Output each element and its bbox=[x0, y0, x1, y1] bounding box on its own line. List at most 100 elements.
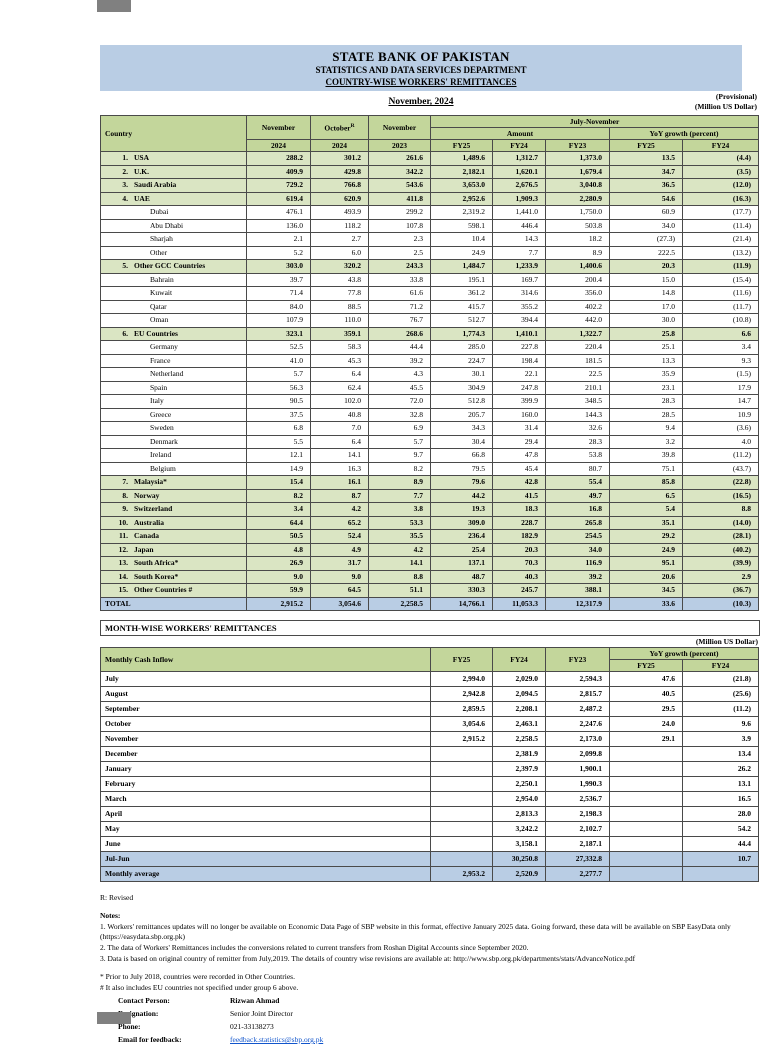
value-cell: 493.9 bbox=[310, 205, 369, 220]
month-value-cell bbox=[609, 821, 683, 837]
value-cell: 200.4 bbox=[545, 272, 610, 287]
country-name-cell: Greece bbox=[100, 407, 247, 422]
value-cell: 6.5 bbox=[609, 488, 683, 503]
month-value-cell: 3.9 bbox=[682, 731, 759, 747]
value-cell: (1.5) bbox=[682, 367, 759, 382]
page-title: STATE BANK OF PAKISTAN bbox=[332, 49, 510, 64]
value-cell: 35.9 bbox=[609, 367, 683, 382]
row-number: 12. bbox=[118, 544, 128, 554]
value-cell: 1,441.0 bbox=[492, 205, 546, 220]
country-label: U.K. bbox=[134, 166, 149, 176]
country-name-cell: 7. Malaysia* bbox=[100, 475, 247, 490]
country-name-cell: 10. Australia bbox=[100, 515, 247, 530]
value-cell: 409.9 bbox=[246, 164, 311, 179]
value-cell: (15.4) bbox=[682, 272, 759, 287]
sub-region-row: Qatar 84.0 88.5 71.2 415.7 355.2 402.2 17.0 (11.… bbox=[100, 299, 759, 314]
row-number: 1. bbox=[122, 153, 128, 162]
value-cell: 25.4 bbox=[430, 542, 493, 557]
value-cell: 41.0 bbox=[246, 353, 311, 368]
month-value-cell: 2,487.2 bbox=[545, 701, 610, 717]
value-cell: 198.4 bbox=[492, 353, 546, 368]
value-cell: 6.9 bbox=[368, 421, 431, 436]
sub-region-row: Greece 37.5 40.8 32.8 205.7 160.0 144.3 28.5 10.… bbox=[100, 407, 759, 422]
month-value-cell: 28.0 bbox=[682, 806, 759, 822]
document-page: STATE BANK OF PAKISTAN STATISTICS AND DA… bbox=[100, 45, 760, 1045]
value-cell: 50.5 bbox=[246, 529, 311, 544]
month-value-cell: 2,102.7 bbox=[545, 821, 610, 837]
value-cell: 299.2 bbox=[368, 205, 431, 220]
value-cell: 45.5 bbox=[368, 380, 431, 395]
value-cell: 236.4 bbox=[430, 529, 493, 544]
value-cell: 348.5 bbox=[545, 394, 610, 409]
month-value-cell: 2,536.7 bbox=[545, 791, 610, 807]
value-cell: 169.7 bbox=[492, 272, 546, 287]
value-cell: 4.9 bbox=[310, 542, 369, 557]
country-name-cell: Sharjah bbox=[100, 232, 247, 247]
value-cell: 9.0 bbox=[310, 569, 369, 584]
email-label: Email for feedback: bbox=[118, 1035, 182, 1044]
value-cell: 5.4 bbox=[609, 502, 683, 517]
value-cell: 1,484.7 bbox=[430, 259, 493, 274]
value-cell: 18.3 bbox=[492, 502, 546, 517]
value-cell: (16.3) bbox=[682, 191, 759, 206]
value-cell: 4.8 bbox=[246, 542, 311, 557]
value-cell: 160.0 bbox=[492, 407, 546, 422]
value-cell: 45.3 bbox=[310, 353, 369, 368]
sub-region-row: Other 5.2 6.0 2.5 24.9 7.7 8.9 222.5 (13.2) bbox=[100, 245, 759, 260]
month-value-cell: 1,990.3 bbox=[545, 776, 610, 792]
country-name-cell: Italy bbox=[100, 394, 247, 409]
value-cell: 766.8 bbox=[310, 178, 369, 193]
country-row: 7. Malaysia* 15.4 16.1 8.9 79.6 42.8 55.4 85.8 (2… bbox=[100, 475, 759, 490]
value-cell: 619.4 bbox=[246, 191, 311, 206]
value-cell: 3,040.8 bbox=[545, 178, 610, 193]
value-cell: 28.3 bbox=[545, 434, 610, 449]
value-cell: 32.6 bbox=[545, 421, 610, 436]
value-cell: 5.5 bbox=[246, 434, 311, 449]
value-cell: 1,312.7 bbox=[492, 151, 546, 166]
month-value-cell: 2,994.0 bbox=[430, 671, 493, 687]
designation-label: Designation: bbox=[118, 1009, 159, 1018]
month-value-cell: 13.1 bbox=[682, 776, 759, 792]
sub-region-row: Germany 52.5 58.3 44.4 285.0 227.8 220.4 25.1 3.… bbox=[100, 340, 759, 355]
value-cell: 32.8 bbox=[368, 407, 431, 422]
value-cell: 137.1 bbox=[430, 556, 493, 571]
value-cell: 7.7 bbox=[492, 245, 546, 260]
provisional-label: (Provisional) bbox=[715, 92, 757, 101]
country-column-header: Country bbox=[100, 115, 247, 152]
value-cell: 402.2 bbox=[545, 299, 610, 314]
country-label: Switzerland bbox=[134, 504, 173, 513]
value-cell: 181.5 bbox=[545, 353, 610, 368]
sub-region-row: Ireland 12.1 14.1 9.7 66.8 47.8 53.8 39.8 (11.2) bbox=[100, 448, 759, 463]
month-value-cell: (21.8) bbox=[682, 671, 759, 687]
country-label: South Korea* bbox=[134, 571, 179, 581]
feedback-email-link[interactable]: feedback.statistics@sbp.org.pk bbox=[230, 1035, 324, 1044]
country-row: 1. USA 288.2 301.2 261.6 1,489.6 1,312.7 1,373.… bbox=[100, 151, 759, 166]
total-label: TOTAL bbox=[100, 596, 247, 611]
value-cell: 8.2 bbox=[246, 488, 311, 503]
sub-region-row: Abu Dhabi 136.0 118.2 107.8 598.1 446.4 503.8 3… bbox=[100, 218, 759, 233]
value-cell: 1,322.7 bbox=[545, 326, 610, 341]
fy23-column-header: FY23 bbox=[545, 647, 610, 672]
value-cell: 5.7 bbox=[246, 367, 311, 382]
month-value-cell: 2,094.5 bbox=[492, 686, 546, 702]
value-cell: 62.4 bbox=[310, 380, 369, 395]
fy24-column-header: FY24 bbox=[492, 647, 546, 672]
value-cell: 620.9 bbox=[310, 191, 369, 206]
month-value-cell: 2,381.9 bbox=[492, 746, 546, 762]
row-number: 10. bbox=[118, 517, 128, 527]
value-cell: 2,280.9 bbox=[545, 191, 610, 206]
country-label: USA bbox=[134, 153, 150, 162]
value-cell: 71.2 bbox=[368, 299, 431, 314]
total-value-cell: (10.3) bbox=[682, 596, 759, 611]
country-name-cell: 15. Other Countries # bbox=[100, 583, 247, 598]
value-cell: 116.9 bbox=[545, 556, 610, 571]
value-cell: 107.9 bbox=[246, 313, 311, 328]
month-value-cell bbox=[430, 821, 493, 837]
value-cell: 6.4 bbox=[310, 367, 369, 382]
value-cell: 195.1 bbox=[430, 272, 493, 287]
country-label: South Africa* bbox=[134, 558, 179, 567]
note-item-3: 3. Data is based on original country of … bbox=[100, 954, 636, 963]
sub-region-row: Spain 56.3 62.4 45.5 304.9 247.8 210.1 23.1 17.9 bbox=[100, 380, 759, 395]
month-value-cell: 2,397.9 bbox=[492, 761, 546, 777]
value-cell: 35.5 bbox=[368, 529, 431, 544]
